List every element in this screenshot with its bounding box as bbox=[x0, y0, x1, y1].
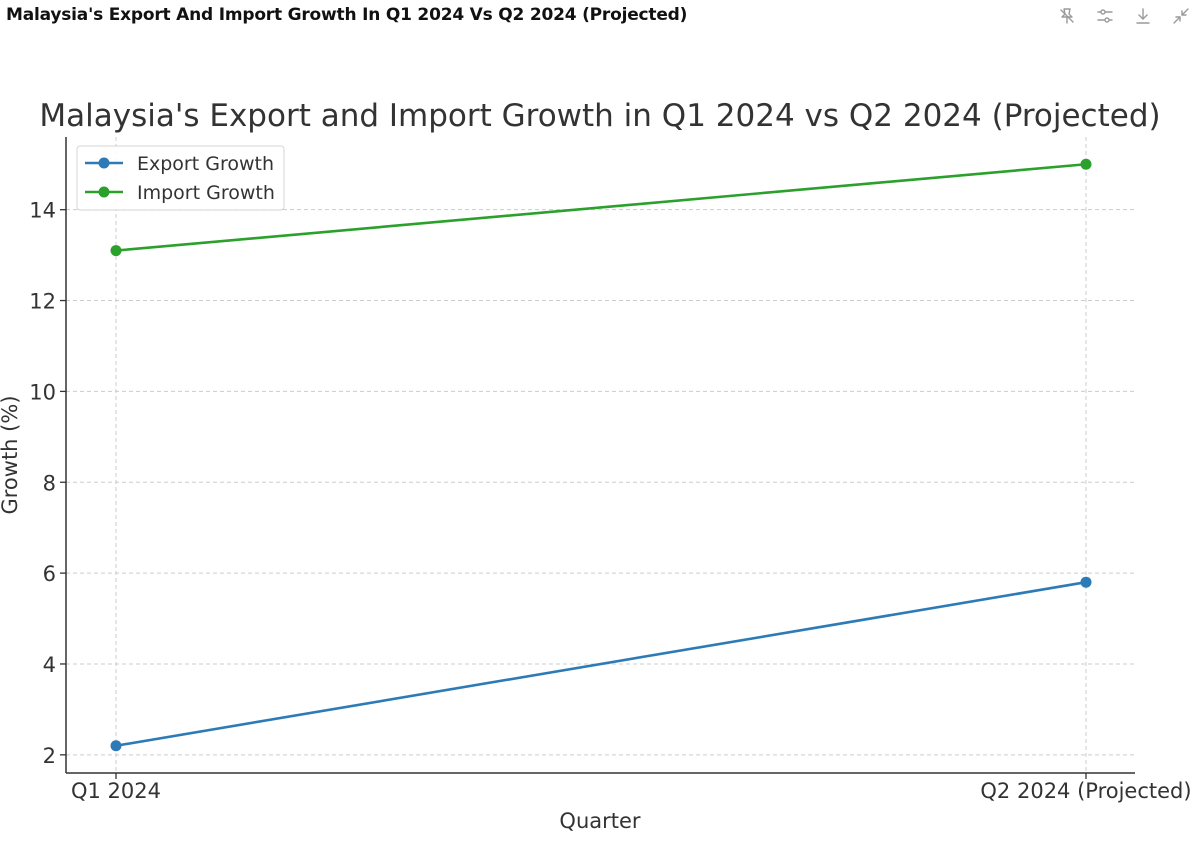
legend-item: Export Growth bbox=[85, 153, 274, 175]
y-tick-label: 2 bbox=[43, 744, 56, 768]
legend-label: Export Growth bbox=[137, 153, 274, 175]
series-line bbox=[115, 162, 1087, 252]
legend-swatch-marker bbox=[98, 186, 110, 198]
legend-box bbox=[76, 145, 285, 211]
series-export-growth bbox=[110, 576, 1092, 752]
sliders-icon bbox=[1097, 9, 1113, 23]
legend-swatch-marker bbox=[98, 157, 110, 169]
data-point bbox=[110, 740, 122, 752]
collapse-button[interactable] bbox=[1168, 3, 1194, 29]
download-button[interactable] bbox=[1130, 3, 1156, 29]
y-axis-label: Growth (%) bbox=[0, 395, 22, 514]
collapse-icon bbox=[1173, 8, 1189, 24]
page-title: Malaysia's Export And Import Growth In Q… bbox=[6, 5, 688, 25]
x-tick-label: Q1 2024 bbox=[71, 779, 161, 803]
adjust-button[interactable] bbox=[1092, 3, 1118, 29]
y-tick-label: 8 bbox=[43, 471, 56, 495]
y-tick-label: 12 bbox=[29, 290, 56, 314]
legend: Export Growth Import Growth bbox=[76, 145, 285, 211]
y-tick-label: 4 bbox=[43, 653, 56, 677]
data-point bbox=[1080, 158, 1092, 170]
grid-lines bbox=[66, 137, 1135, 773]
series-layer bbox=[110, 158, 1092, 752]
data-point bbox=[1080, 576, 1092, 588]
download-icon bbox=[1136, 8, 1150, 24]
series-import-growth bbox=[110, 158, 1092, 257]
y-tick-label: 10 bbox=[29, 380, 56, 404]
chart-title: Malaysia's Export and Import Growth in Q… bbox=[39, 98, 1160, 134]
legend-item: Import Growth bbox=[85, 182, 275, 204]
x-tick-label: Q2 2024 (Projected) bbox=[980, 779, 1191, 803]
pin-button[interactable] bbox=[1054, 3, 1080, 29]
series-line bbox=[115, 580, 1087, 748]
axes: 2 4 6 8 10 12 14 Q1 2024 Q2 2024 (Projected) bbox=[29, 137, 1192, 803]
y-tick-label: 14 bbox=[29, 199, 56, 223]
x-axis-label: Quarter bbox=[559, 809, 640, 833]
pin-icon bbox=[1060, 8, 1074, 24]
data-point bbox=[110, 245, 122, 257]
y-tick-label: 6 bbox=[43, 562, 56, 586]
legend-label: Import Growth bbox=[137, 182, 275, 204]
header-bar: Malaysia's Export And Import Growth In Q… bbox=[0, 0, 1200, 34]
chart-toolbar bbox=[1054, 3, 1194, 29]
